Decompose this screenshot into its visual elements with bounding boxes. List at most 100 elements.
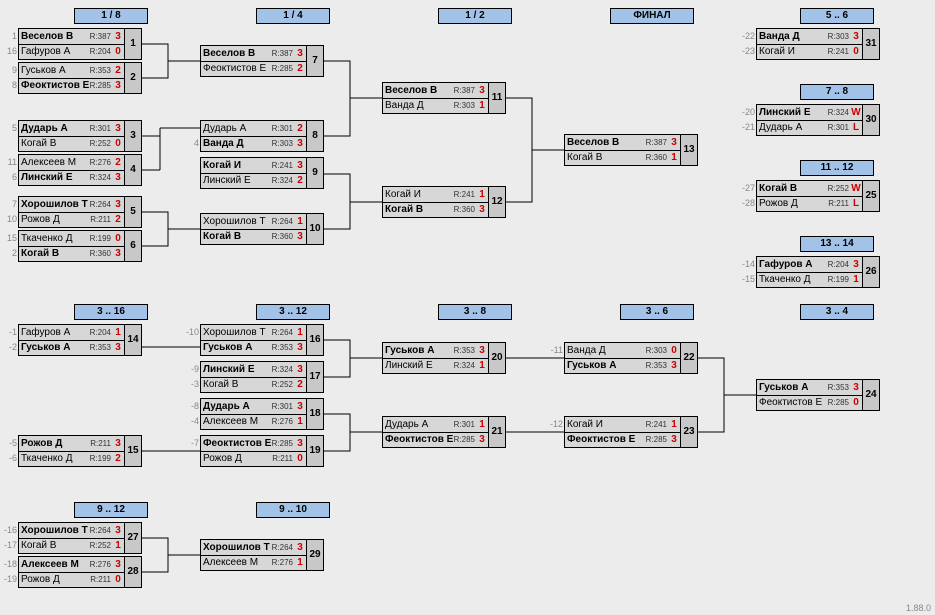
player-name: Когай В bbox=[567, 150, 602, 165]
match: -10Хорошилов ТR:2641Гуськов АR:353316 bbox=[200, 324, 324, 356]
seed: -19 bbox=[1, 572, 17, 587]
seed: -6 bbox=[1, 451, 17, 466]
player-rating: R:301 bbox=[90, 121, 111, 136]
seed: -9 bbox=[183, 362, 199, 377]
match: 7Хорошилов ТR:264310Рожов ДR:21125 bbox=[18, 196, 142, 228]
connector bbox=[324, 340, 382, 377]
player-name: Хорошилов Т bbox=[203, 325, 266, 340]
match: -11Ванда ДR:3030Гуськов АR:353322 bbox=[564, 342, 698, 374]
match-row: Феоктистов ЕR:2853 bbox=[383, 432, 489, 447]
player-score: 2 bbox=[113, 451, 123, 466]
seed: 7 bbox=[1, 197, 17, 212]
match-row: 10Рожов ДR:2112 bbox=[19, 212, 125, 227]
match: -20Линский ЕR:324W-21Дударь АR:301L30 bbox=[756, 104, 880, 136]
player-name: Гафуров А bbox=[21, 325, 70, 340]
match-row: Гуськов АR:3533 bbox=[201, 340, 307, 355]
player-name: Гуськов А bbox=[21, 340, 70, 355]
player-score: 3 bbox=[669, 432, 679, 447]
match: -22Ванда ДR:3033-23Когай ИR:241031 bbox=[756, 28, 880, 60]
player-score: 3 bbox=[669, 135, 679, 150]
player-score: 1 bbox=[295, 555, 305, 570]
match-number: 31 bbox=[862, 29, 879, 59]
player-score: W bbox=[851, 181, 861, 196]
match: Когай ИR:2413Линский ЕR:32429 bbox=[200, 157, 324, 189]
player-score: 3 bbox=[851, 257, 861, 272]
player-name: Когай И bbox=[203, 158, 241, 173]
player-rating: R:324 bbox=[272, 362, 293, 377]
round-header: 9 .. 10 bbox=[256, 502, 330, 518]
player-score: 2 bbox=[295, 121, 305, 136]
match-row: 11Алексеев МR:2762 bbox=[19, 155, 125, 171]
player-rating: R:252 bbox=[272, 377, 293, 392]
player-name: Феоктистов Е bbox=[203, 61, 266, 76]
player-name: Когай В bbox=[203, 377, 238, 392]
round-header: 3 .. 8 bbox=[438, 304, 512, 320]
match-row: Феоктистов ЕR:2853 bbox=[565, 432, 681, 447]
player-name: Гафуров А bbox=[759, 257, 813, 272]
seed: -18 bbox=[1, 557, 17, 572]
player-name: Когай В bbox=[21, 246, 59, 261]
player-score: 1 bbox=[113, 325, 123, 340]
player-score: 1 bbox=[669, 150, 679, 165]
seed: -8 bbox=[183, 399, 199, 414]
seed: -16 bbox=[1, 523, 17, 538]
match-row: Веселов ВR:3873 bbox=[201, 46, 307, 62]
round-header: 1 / 8 bbox=[74, 8, 148, 24]
player-score: 2 bbox=[113, 63, 123, 78]
player-rating: R:211 bbox=[90, 572, 111, 587]
match-row: -15Ткаченко ДR:1991 bbox=[757, 272, 863, 287]
player-score: 1 bbox=[851, 272, 861, 287]
player-rating: R:252 bbox=[828, 181, 849, 196]
seed: 6 bbox=[1, 170, 17, 185]
match-row: Когай ВR:2520 bbox=[19, 136, 125, 151]
round-header: 3 .. 4 bbox=[800, 304, 874, 320]
seed: -15 bbox=[739, 272, 755, 287]
seed: -22 bbox=[739, 29, 755, 44]
match: Веселов ВR:3873Когай ВR:360113 bbox=[564, 134, 698, 166]
player-rating: R:360 bbox=[272, 229, 293, 244]
seed: -10 bbox=[183, 325, 199, 340]
seed: -23 bbox=[739, 44, 755, 59]
seed: 8 bbox=[1, 78, 17, 93]
player-score: 3 bbox=[113, 340, 123, 355]
match-number: 7 bbox=[306, 46, 323, 76]
connector bbox=[142, 212, 200, 246]
connector bbox=[142, 538, 200, 572]
match-number: 27 bbox=[124, 523, 141, 553]
match-row: -27Когай ВR:252W bbox=[757, 181, 863, 197]
round-header: 3 .. 12 bbox=[256, 304, 330, 320]
match: Гуськов АR:3533Линский ЕR:324120 bbox=[382, 342, 506, 374]
player-score: 3 bbox=[851, 380, 861, 395]
seed: -12 bbox=[547, 417, 563, 432]
player-rating: R:324 bbox=[828, 105, 849, 120]
match: -8Дударь АR:3013-4Алексеев МR:276118 bbox=[200, 398, 324, 430]
player-score: 3 bbox=[113, 197, 123, 212]
match: -27Когай ВR:252W-28Рожов ДR:211L25 bbox=[756, 180, 880, 212]
player-name: Хорошилов Т bbox=[203, 540, 270, 555]
round-header: 1 / 4 bbox=[256, 8, 330, 24]
match: Веселов ВR:3873Ванда ДR:303111 bbox=[382, 82, 506, 114]
player-score: 1 bbox=[295, 414, 305, 429]
match: 11Алексеев МR:27626Линский ЕR:32434 bbox=[18, 154, 142, 186]
round-header: 13 .. 14 bbox=[800, 236, 874, 252]
player-rating: R:353 bbox=[646, 358, 667, 373]
connector bbox=[324, 414, 382, 451]
player-rating: R:241 bbox=[646, 417, 667, 432]
player-rating: R:387 bbox=[646, 135, 667, 150]
player-name: Ванда Д bbox=[759, 29, 800, 44]
player-score: 3 bbox=[295, 136, 305, 151]
match-number: 21 bbox=[488, 417, 505, 447]
match-row: -5Рожов ДR:2113 bbox=[19, 436, 125, 452]
player-score: 3 bbox=[477, 432, 487, 447]
player-name: Феоктистов Е bbox=[567, 432, 635, 447]
player-score: 3 bbox=[113, 78, 123, 93]
match-row: Когай ВR:3603 bbox=[201, 229, 307, 244]
player-score: 3 bbox=[113, 29, 123, 44]
player-score: 1 bbox=[669, 417, 679, 432]
match-row: -19Рожов ДR:2110 bbox=[19, 572, 125, 587]
player-name: Алексеев М bbox=[203, 555, 258, 570]
player-rating: R:199 bbox=[90, 231, 111, 246]
match-row: Веселов ВR:3873 bbox=[383, 83, 489, 99]
player-rating: R:324 bbox=[90, 170, 111, 185]
seed: 15 bbox=[1, 231, 17, 246]
